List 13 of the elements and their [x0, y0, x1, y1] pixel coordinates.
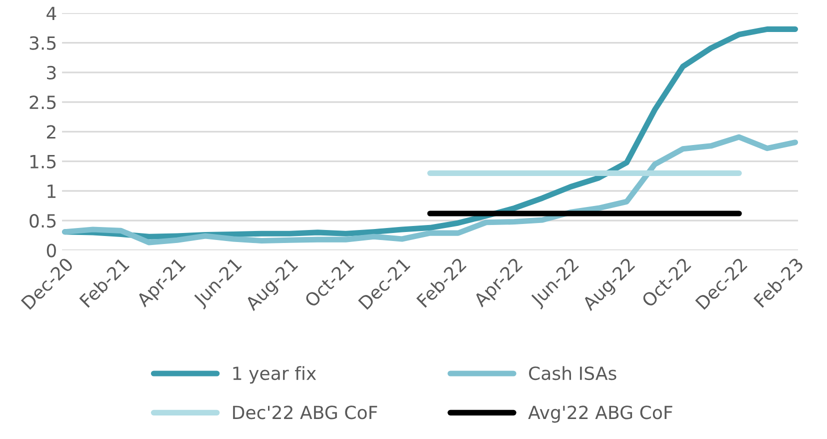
y-tick-label: 3 — [47, 66, 56, 80]
y-tick-label: 3.5 — [30, 36, 56, 50]
y-tick-label: 0.5 — [30, 214, 56, 228]
y-tick-label: 4 — [46, 6, 56, 20]
legend-label: Dec'22 ABG CoF — [233, 406, 378, 420]
y-tick-label: 0 — [46, 244, 56, 258]
legend-label: 1 year fix — [233, 366, 316, 384]
y-tick-label: 1.5 — [30, 155, 56, 168]
legend-label: Avg'22 ABG CoF — [528, 406, 672, 423]
y-tick-label: 1 — [48, 184, 56, 198]
legend-label: Cash ISAs — [529, 366, 616, 380]
y-tick-label: 2.5 — [30, 96, 56, 110]
y-tick-label: 2 — [47, 125, 56, 139]
